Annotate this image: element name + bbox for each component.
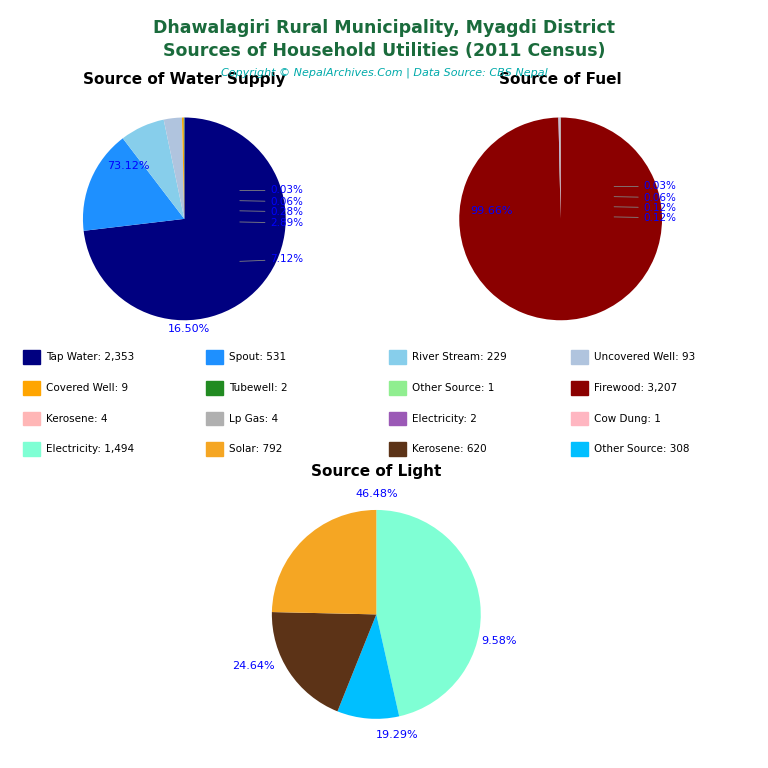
Wedge shape: [83, 138, 184, 231]
Text: Lp Gas: 4: Lp Gas: 4: [229, 413, 278, 424]
Text: 99.66%: 99.66%: [471, 206, 513, 216]
Text: Tubewell: 2: Tubewell: 2: [229, 382, 287, 393]
Text: 9.58%: 9.58%: [481, 636, 516, 646]
Wedge shape: [376, 510, 481, 717]
Wedge shape: [272, 510, 376, 614]
Wedge shape: [272, 612, 376, 711]
Text: Kerosene: 4: Kerosene: 4: [46, 413, 108, 424]
Text: 0.12%: 0.12%: [614, 203, 677, 213]
Text: Dhawalagiri Rural Municipality, Myagdi District: Dhawalagiri Rural Municipality, Myagdi D…: [153, 19, 615, 37]
Text: 7.12%: 7.12%: [240, 254, 303, 264]
Text: Copyright © NepalArchives.Com | Data Source: CBS Nepal: Copyright © NepalArchives.Com | Data Sou…: [220, 68, 548, 78]
Wedge shape: [559, 118, 561, 219]
Wedge shape: [560, 118, 561, 219]
Text: 0.03%: 0.03%: [240, 186, 303, 196]
Text: Solar: 792: Solar: 792: [229, 444, 282, 455]
Title: Source of Fuel: Source of Fuel: [499, 72, 622, 87]
Text: Electricity: 2: Electricity: 2: [412, 413, 476, 424]
Wedge shape: [558, 118, 561, 219]
Title: Source of Light: Source of Light: [311, 464, 442, 478]
Text: 46.48%: 46.48%: [355, 489, 398, 499]
Text: Firewood: 3,207: Firewood: 3,207: [594, 382, 677, 393]
Text: 24.64%: 24.64%: [232, 660, 274, 670]
Wedge shape: [123, 120, 184, 219]
Text: Covered Well: 9: Covered Well: 9: [46, 382, 128, 393]
Text: Tap Water: 2,353: Tap Water: 2,353: [46, 352, 134, 362]
Wedge shape: [84, 118, 286, 320]
Text: 2.89%: 2.89%: [240, 218, 303, 228]
Text: Cow Dung: 1: Cow Dung: 1: [594, 413, 661, 424]
Text: Uncovered Well: 93: Uncovered Well: 93: [594, 352, 696, 362]
Text: 16.50%: 16.50%: [168, 324, 210, 334]
Text: 19.29%: 19.29%: [376, 730, 419, 740]
Text: 0.12%: 0.12%: [614, 213, 677, 223]
Text: Sources of Household Utilities (2011 Census): Sources of Household Utilities (2011 Cen…: [163, 42, 605, 60]
Text: Electricity: 1,494: Electricity: 1,494: [46, 444, 134, 455]
Text: Other Source: 308: Other Source: 308: [594, 444, 690, 455]
Text: Spout: 531: Spout: 531: [229, 352, 286, 362]
Text: 0.06%: 0.06%: [240, 197, 303, 207]
Title: Source of Water Supply: Source of Water Supply: [83, 72, 286, 87]
Wedge shape: [337, 614, 399, 719]
Wedge shape: [560, 118, 561, 219]
Text: 0.03%: 0.03%: [614, 181, 677, 191]
Text: 0.28%: 0.28%: [240, 207, 303, 217]
Wedge shape: [459, 118, 662, 320]
Text: 0.06%: 0.06%: [614, 193, 677, 203]
Text: Other Source: 1: Other Source: 1: [412, 382, 494, 393]
Text: 73.12%: 73.12%: [108, 161, 150, 171]
Wedge shape: [182, 118, 184, 219]
Wedge shape: [164, 118, 184, 219]
Text: Kerosene: 620: Kerosene: 620: [412, 444, 486, 455]
Text: River Stream: 229: River Stream: 229: [412, 352, 506, 362]
